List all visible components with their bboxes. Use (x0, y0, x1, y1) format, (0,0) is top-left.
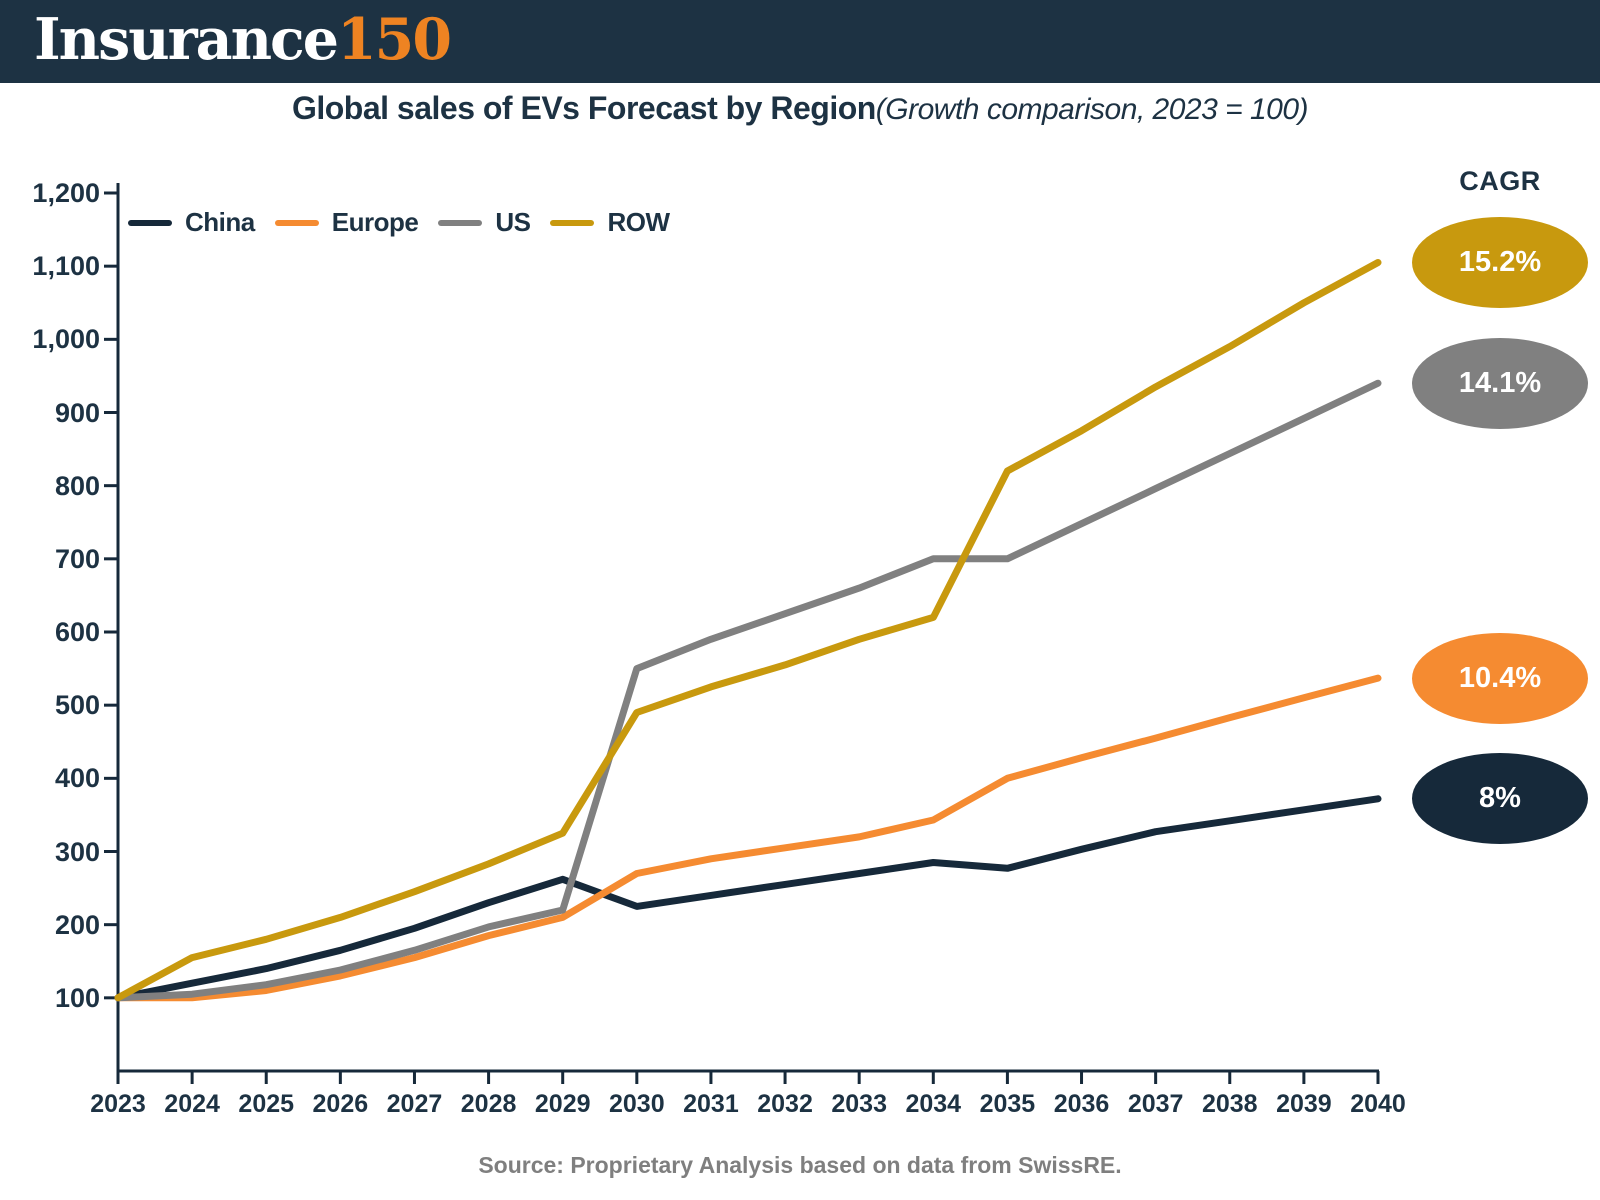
x-tick-label: 2025 (238, 1090, 295, 1118)
x-tick-label: 2031 (683, 1090, 739, 1118)
legend-swatch-us (438, 219, 483, 226)
x-tick-label: 2039 (1276, 1090, 1332, 1118)
legend-label: China (185, 207, 255, 237)
y-tick-label: 500 (54, 690, 100, 721)
x-tick-label: 2040 (1350, 1090, 1406, 1118)
chart-subtitle: (Growth comparison, 2023 = 100) (875, 93, 1309, 126)
y-tick-label: 800 (54, 470, 100, 501)
x-tick-label: 2028 (460, 1090, 517, 1118)
cagr-badge-us: 14.1% (1412, 337, 1588, 429)
series-line-china (114, 795, 1382, 1002)
x-tick-label: 2023 (90, 1090, 146, 1118)
x-tick-label: 2026 (312, 1090, 369, 1118)
cagr-badge-china: 8% (1412, 753, 1588, 845)
x-tick-label: 2027 (386, 1090, 443, 1118)
legend-item-china: China (128, 207, 255, 238)
legend-label: ROW (607, 207, 670, 237)
cagr-column-header: CAGR (1459, 166, 1541, 196)
y-tick-label: 300 (54, 836, 100, 867)
legend-item-row: ROW (550, 207, 670, 238)
cagr-badge-europe: 10.4% (1412, 632, 1588, 724)
brand-name: Insurance (34, 6, 339, 73)
legend-label: US (495, 207, 531, 237)
brand-logo: Insurance150 (34, 4, 452, 76)
legend-swatch-europe (274, 219, 319, 226)
y-tick-label: 1,200 (32, 178, 100, 208)
series-line-row (114, 259, 1382, 1002)
legend-swatch-row (550, 219, 595, 226)
y-tick-label: 600 (54, 617, 100, 647)
x-tick-label: 2036 (1053, 1090, 1110, 1118)
y-tick-label: 1,000 (32, 324, 100, 355)
y-tick-label: 400 (54, 763, 100, 794)
x-tick-label: 2024 (164, 1090, 220, 1118)
y-tick-label: 1,100 (32, 251, 100, 282)
legend-item-europe: Europe (274, 207, 419, 238)
legend-swatch-china (128, 219, 172, 226)
brand-number: 150 (337, 6, 452, 73)
series-line-us (114, 379, 1382, 1002)
x-tick-label: 2033 (831, 1090, 887, 1118)
legend-item-us: US (438, 207, 531, 238)
x-tick-label: 2030 (609, 1090, 665, 1118)
y-tick-label: 700 (54, 543, 100, 574)
x-tick-label: 2037 (1127, 1090, 1184, 1118)
chart-title: Global sales of EVs Forecast by Region (291, 90, 876, 126)
x-tick-label: 2034 (905, 1090, 962, 1118)
legend-label: Europe (331, 207, 419, 237)
y-tick-label: 900 (54, 397, 100, 428)
x-tick-label: 2035 (979, 1090, 1036, 1118)
header-bar: Insurance150 (0, 0, 1600, 83)
source-note: Source: Proprietary Analysis based on da… (478, 1152, 1122, 1178)
axes (116, 183, 1379, 1073)
y-tick-label: 100 (54, 982, 100, 1013)
x-tick-label: 2038 (1201, 1090, 1258, 1118)
series-line-europe (114, 674, 1382, 1002)
x-tick-label: 2029 (534, 1090, 591, 1118)
chart-legend: China Europe US ROW (128, 207, 670, 238)
cagr-badge-row: 15.2% (1412, 217, 1588, 308)
chart-title-row: Global sales of EVs Forecast by Region(G… (0, 90, 1600, 127)
y-tick-label: 200 (54, 909, 100, 940)
x-tick-label: 2032 (757, 1090, 813, 1118)
